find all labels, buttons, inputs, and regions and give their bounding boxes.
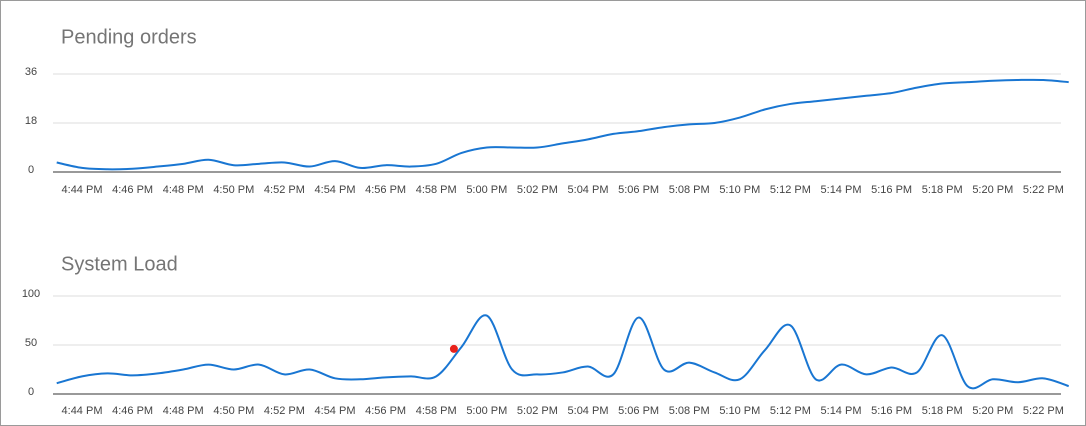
x-tick-label: 5:20 PM xyxy=(972,184,1013,196)
x-tick-label: 4:50 PM xyxy=(213,184,254,196)
x-tick-label: 5:14 PM xyxy=(821,405,862,417)
x-tick-label: 5:08 PM xyxy=(669,405,710,417)
x-tick-label: 4:58 PM xyxy=(416,405,457,417)
x-tick-label: 5:08 PM xyxy=(669,184,710,196)
x-tick-label: 5:20 PM xyxy=(972,405,1013,417)
y-tick-label: 36 xyxy=(25,66,37,78)
x-tick-label: 5:02 PM xyxy=(517,184,558,196)
chart-title: Pending orders xyxy=(61,26,197,48)
x-tick-label: 4:58 PM xyxy=(416,184,457,196)
x-tick-label: 4:48 PM xyxy=(163,405,204,417)
highlight-point xyxy=(449,344,458,353)
y-tick-label: 0 xyxy=(28,386,34,398)
x-tick-label: 5:10 PM xyxy=(719,184,760,196)
y-tick-label: 0 xyxy=(28,164,34,176)
chart-title: System Load xyxy=(61,253,178,275)
x-tick-label: 4:46 PM xyxy=(112,184,153,196)
y-tick-label: 50 xyxy=(25,337,37,349)
x-tick-label: 5:04 PM xyxy=(568,184,609,196)
x-tick-label: 5:12 PM xyxy=(770,405,811,417)
x-tick-label: 4:54 PM xyxy=(315,405,356,417)
x-tick-label: 5:16 PM xyxy=(871,405,912,417)
x-tick-label: 5:22 PM xyxy=(1023,405,1064,417)
x-tick-label: 5:06 PM xyxy=(618,184,659,196)
y-tick-label: 100 xyxy=(22,288,40,300)
x-tick-label: 5:12 PM xyxy=(770,184,811,196)
x-tick-label: 4:54 PM xyxy=(315,184,356,196)
line xyxy=(56,78,1069,171)
x-tick-label: 5:06 PM xyxy=(618,405,659,417)
x-tick-label: 4:52 PM xyxy=(264,405,305,417)
x-tick-label: 5:00 PM xyxy=(466,405,507,417)
x-tick-label: 5:00 PM xyxy=(466,184,507,196)
x-tick-label: 4:50 PM xyxy=(213,405,254,417)
line xyxy=(56,314,1070,390)
x-tick-label: 5:18 PM xyxy=(922,184,963,196)
x-tick-label: 5:04 PM xyxy=(568,405,609,417)
x-tick-label: 5:14 PM xyxy=(821,184,862,196)
x-tick-label: 5:10 PM xyxy=(719,405,760,417)
x-tick-label: 4:48 PM xyxy=(163,184,204,196)
x-tick-label: 4:46 PM xyxy=(112,405,153,417)
x-tick-label: 4:52 PM xyxy=(264,184,305,196)
x-tick-label: 5:02 PM xyxy=(517,405,558,417)
x-tick-label: 4:44 PM xyxy=(62,405,103,417)
x-tick-label: 5:16 PM xyxy=(871,184,912,196)
x-tick-label: 4:56 PM xyxy=(365,405,406,417)
x-tick-label: 5:18 PM xyxy=(922,405,963,417)
x-tick-label: 5:22 PM xyxy=(1023,184,1064,196)
y-tick-label: 18 xyxy=(25,115,37,127)
x-tick-label: 4:44 PM xyxy=(62,184,103,196)
x-tick-label: 4:56 PM xyxy=(365,184,406,196)
